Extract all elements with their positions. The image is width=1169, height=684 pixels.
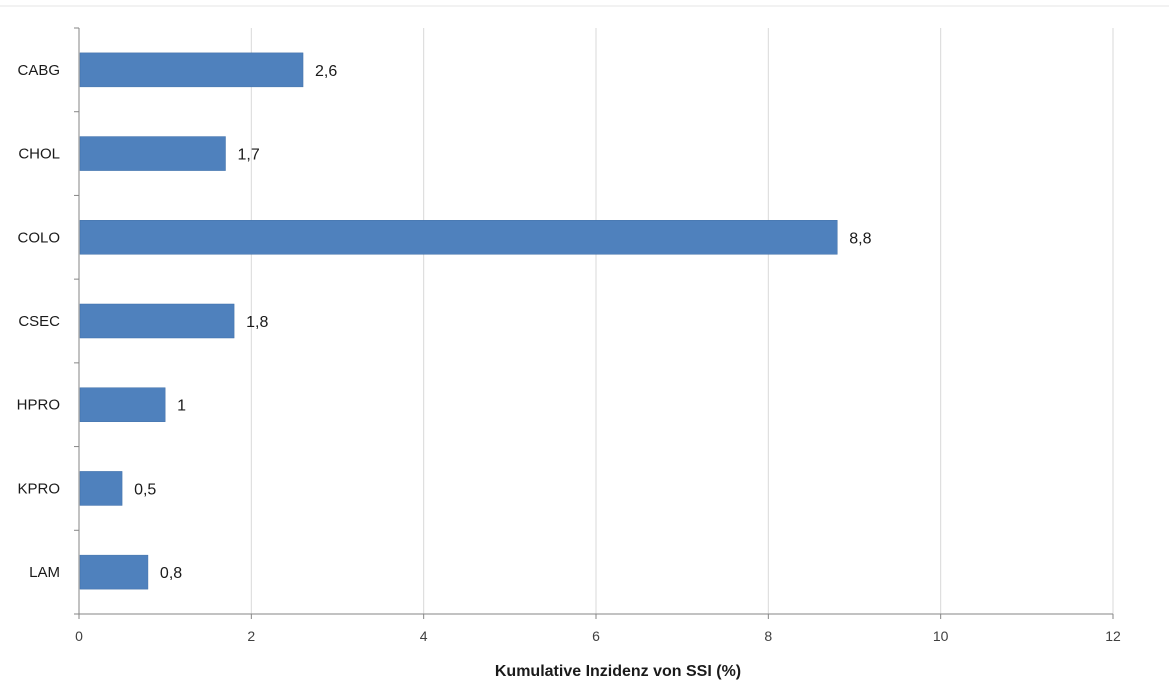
data-label: 1,7 (237, 147, 259, 164)
x-tick-label: 8 (764, 628, 772, 644)
y-category-label: KPRO (17, 480, 60, 497)
data-label: 2,6 (315, 63, 337, 80)
x-tick-label: 4 (420, 628, 428, 644)
x-tick-label: 0 (75, 628, 83, 644)
bar-kpro (79, 471, 123, 506)
data-label: 0,8 (160, 565, 182, 582)
y-category-label: COLO (17, 229, 60, 246)
data-label: 0,5 (134, 481, 156, 498)
labels: 0 2 4 6 8 10 12 CABG 2,6 CHOL 1,7 COLO 8,8 CSEC 1,8 HPR… (17, 62, 1121, 644)
y-category-label: CABG (17, 62, 60, 79)
bar-cabg (79, 52, 304, 88)
x-tick-label: 6 (592, 628, 600, 644)
bar-csec (79, 303, 235, 339)
data-label: 8,8 (849, 230, 871, 247)
axes (74, 27, 1114, 619)
y-category-label: CSEC (18, 313, 60, 330)
y-category-label: LAM (29, 564, 60, 581)
gridlines (250, 28, 1114, 614)
data-label: 1,8 (246, 314, 268, 331)
x-tick-label: 10 (933, 628, 949, 644)
bar-hpro (79, 387, 166, 422)
x-axis-title: Kumulative Inzidenz von SSI (%) (495, 663, 741, 680)
y-category-label: CHOL (18, 146, 60, 163)
bar-chol (79, 136, 226, 171)
x-tick-label: 12 (1105, 628, 1121, 644)
data-label: 1 (177, 398, 186, 415)
y-category-label: HPRO (17, 397, 60, 414)
x-tick-label: 2 (247, 628, 255, 644)
bars (79, 52, 838, 590)
bar-lam (79, 554, 149, 590)
bar-colo (79, 220, 838, 255)
